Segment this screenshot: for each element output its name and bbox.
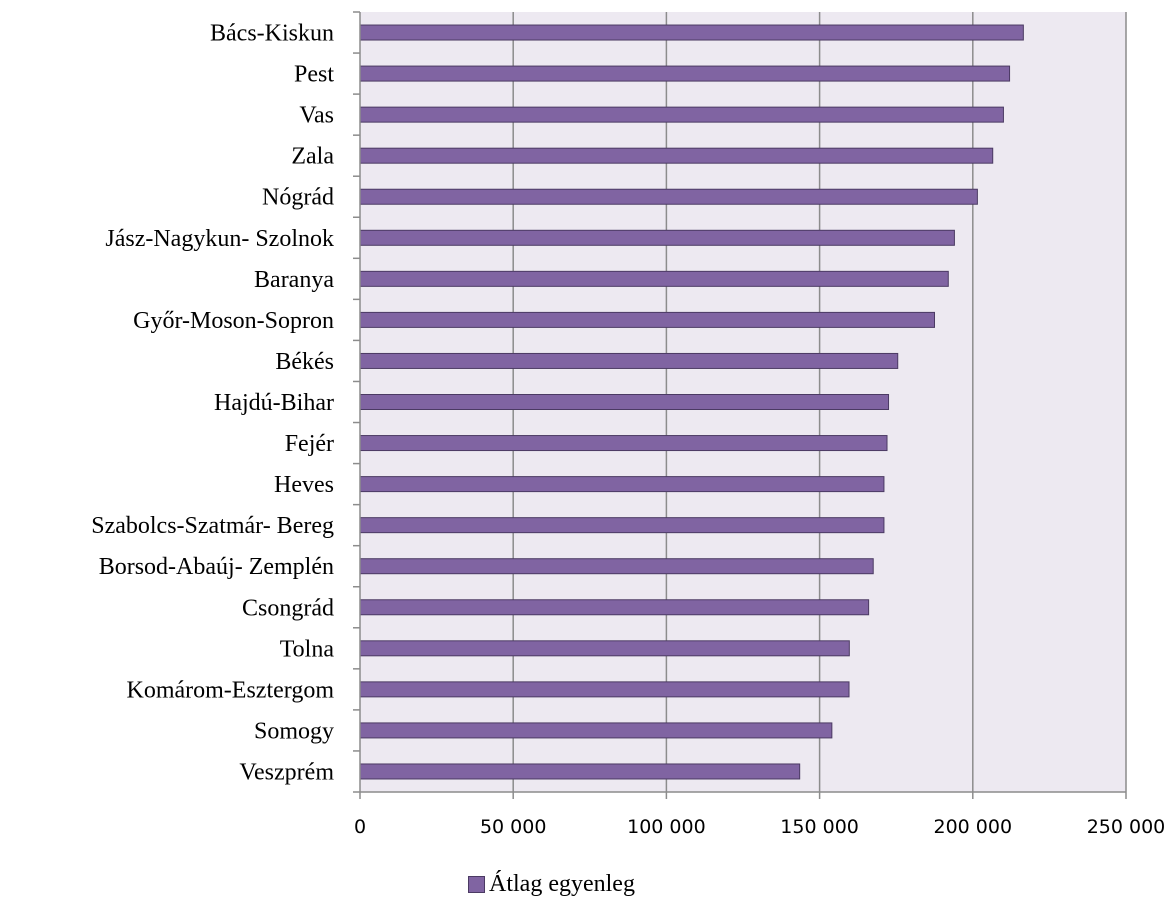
bar (359, 24, 1024, 41)
legend-swatch (468, 875, 485, 893)
category-label: Komárom-Esztergom (126, 677, 334, 703)
bar (359, 229, 955, 246)
bar-chart: Bács-Kiskun Pest Vas Zala Nógrád Jász-Nagykun… (91, 11, 1165, 838)
legend-label: Átlag egyenleg (489, 870, 635, 897)
category-label: Borsod-Abaúj- Zemplén (99, 554, 334, 580)
bar (359, 352, 899, 369)
bar (359, 65, 1011, 82)
bar (359, 640, 850, 657)
category-label: Baranya (254, 267, 334, 293)
x-tick-label: 150 000 (780, 816, 859, 838)
bar (359, 517, 885, 534)
category-label: Hajdú-Bihar (214, 390, 334, 416)
x-tick-label: 100 000 (627, 816, 706, 838)
legend: Átlag egyenleg (468, 866, 635, 902)
bar (359, 270, 949, 287)
x-tick-label: 200 000 (934, 816, 1013, 838)
category-label: Heves (274, 472, 334, 498)
x-tick-label: 50 000 (480, 816, 546, 838)
bars (359, 24, 1024, 780)
bar (359, 558, 874, 575)
x-tick-labels: 0 50 000 100 000 150 000 200 000 250 000 (354, 816, 1165, 838)
bar (359, 106, 1004, 123)
axes (353, 11, 1127, 799)
bar (359, 476, 885, 493)
x-tick-label: 0 (354, 816, 366, 838)
bar (359, 681, 850, 698)
category-label: Zala (291, 144, 334, 170)
category-label: Fejér (285, 431, 334, 457)
bar (359, 188, 978, 205)
bar (359, 722, 833, 739)
category-label: Vas (299, 103, 334, 129)
category-label: Pest (294, 62, 334, 88)
bar (359, 599, 870, 616)
x-tick-label: 250 000 (1087, 816, 1166, 838)
bar (359, 394, 890, 410)
category-label: Somogy (254, 718, 334, 744)
bar (359, 147, 994, 164)
category-label: Békés (275, 349, 334, 375)
category-label: Bács-Kiskun (210, 21, 334, 47)
category-label: Győr-Moson-Sopron (133, 308, 334, 334)
category-label: Veszprém (239, 759, 334, 785)
category-label: Nógrád (262, 185, 334, 211)
category-label: Tolna (280, 636, 335, 662)
bar (359, 311, 935, 328)
bar (359, 435, 888, 452)
category-label: Jász-Nagykun- Szolnok (105, 226, 334, 252)
category-labels: Bács-Kiskun Pest Vas Zala Nógrád Jász-Nagykun… (91, 21, 334, 786)
category-label: Csongrád (242, 595, 334, 621)
bar (359, 763, 801, 780)
category-label: Szabolcs-Szatmár- Bereg (91, 513, 334, 539)
